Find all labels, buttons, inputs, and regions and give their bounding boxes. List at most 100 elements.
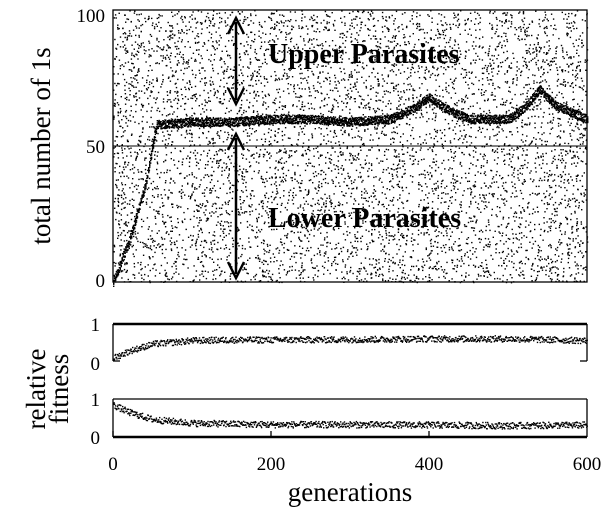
parasite-dot — [552, 61, 554, 63]
parasite-dot — [121, 182, 123, 184]
parasite-dot — [485, 259, 487, 261]
parasite-dot — [510, 21, 513, 23]
parasite-dot — [281, 51, 283, 53]
parasite-dot — [586, 236, 589, 238]
parasite-dot — [543, 266, 545, 268]
parasite-dot — [551, 173, 553, 176]
parasite-dot — [202, 108, 204, 110]
parasite-dot — [465, 22, 467, 25]
parasite-dot — [560, 152, 562, 154]
parasite-dot — [161, 202, 164, 204]
parasite-dot — [378, 179, 380, 181]
parasite-dot — [491, 37, 493, 39]
parasite-dot — [479, 21, 481, 24]
parasite-dot — [506, 58, 508, 60]
parasite-dot — [564, 187, 566, 189]
parasite-dot — [284, 59, 287, 61]
parasite-dot — [544, 32, 547, 35]
parasite-dot — [246, 41, 248, 43]
parasite-dot — [230, 225, 232, 227]
parasite-dot — [356, 237, 359, 239]
parasite-dot — [412, 250, 414, 252]
parasite-dot — [181, 163, 184, 166]
parasite-dot — [174, 71, 177, 73]
parasite-dot — [209, 90, 212, 92]
parasite-dot — [501, 251, 504, 254]
parasite-dot — [465, 276, 467, 278]
parasite-dot — [281, 21, 283, 24]
parasite-dot — [395, 64, 398, 66]
parasite-dot — [258, 155, 261, 157]
parasite-dot — [451, 246, 453, 248]
parasite-dot — [182, 63, 184, 65]
parasite-dot — [576, 228, 578, 231]
parasite-dot — [533, 106, 535, 108]
parasite-dot — [137, 58, 139, 60]
parasite-dot — [228, 175, 230, 177]
parasite-dot — [520, 243, 522, 245]
parasite-dot — [455, 192, 457, 194]
parasite-dot — [538, 69, 540, 71]
parasite-dot — [512, 52, 514, 55]
parasite-dot — [443, 201, 446, 203]
parasite-dot — [552, 157, 555, 159]
parasite-dot — [559, 230, 562, 232]
parasite-dot — [300, 82, 302, 84]
parasite-dot — [546, 202, 549, 204]
parasite-dot — [258, 153, 261, 156]
parasite-dot — [168, 46, 170, 48]
parasite-dot — [318, 157, 320, 159]
parasite-dot — [256, 139, 258, 141]
parasite-dot — [354, 227, 356, 229]
parasite-dot — [265, 260, 267, 263]
parasite-dot — [164, 159, 167, 162]
parasite-dot — [162, 74, 164, 76]
parasite-dot — [319, 44, 322, 46]
parasite-dot — [550, 218, 552, 220]
parasite-dot — [570, 30, 572, 32]
parasite-dot — [353, 86, 355, 88]
parasite-dot — [521, 262, 523, 265]
parasite-dot — [118, 194, 121, 197]
parasite-dot — [507, 57, 509, 59]
parasite-dot — [545, 195, 547, 198]
parasite-dot — [464, 55, 467, 57]
parasite-dot — [271, 26, 273, 29]
parasite-dot — [332, 104, 334, 106]
parasite-dot — [586, 49, 589, 51]
parasite-dot — [220, 58, 222, 60]
parasite-dot — [385, 19, 387, 21]
parasite-dot — [262, 269, 264, 272]
parasite-dot — [164, 194, 167, 196]
parasite-dot — [283, 227, 285, 230]
parasite-dot — [384, 67, 386, 69]
parasite-dot — [412, 211, 414, 213]
parasite-dot — [205, 164, 207, 166]
parasite-dot — [584, 59, 587, 61]
parasite-dot — [255, 237, 257, 239]
parasite-dot — [226, 87, 229, 89]
parasite-dot — [412, 11, 415, 13]
parasite-dot — [541, 199, 543, 202]
parasite-dot — [273, 12, 275, 15]
parasite-dot — [328, 45, 331, 47]
parasite-dot — [475, 76, 477, 78]
parasite-dot — [242, 130, 245, 133]
parasite-dot — [164, 226, 167, 228]
parasite-dot — [397, 94, 400, 96]
parasite-dot — [546, 190, 548, 192]
parasite-dot — [540, 155, 542, 157]
parasite-dot — [393, 63, 396, 65]
parasite-dot — [355, 15, 357, 18]
parasite-dot — [353, 203, 355, 205]
parasite-dot — [314, 274, 316, 276]
parasite-dot — [344, 264, 347, 266]
parasite-dot — [342, 78, 345, 80]
parasite-dot — [353, 211, 355, 214]
parasite-dot — [117, 43, 119, 46]
parasite-dot — [173, 111, 175, 113]
parasite-dot — [537, 156, 539, 158]
parasite-dot — [533, 137, 535, 139]
parasite-dot — [360, 237, 362, 239]
parasite-dot — [558, 185, 560, 187]
